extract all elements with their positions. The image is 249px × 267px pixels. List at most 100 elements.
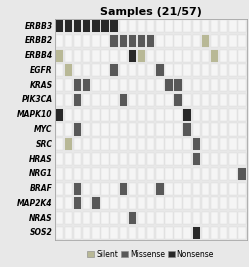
Bar bbox=[74, 35, 81, 47]
Bar bbox=[220, 109, 227, 121]
Bar bbox=[229, 183, 237, 195]
Bar bbox=[56, 109, 63, 121]
Bar bbox=[92, 138, 100, 150]
Text: NRAS: NRAS bbox=[29, 214, 53, 223]
Bar bbox=[138, 50, 145, 62]
Bar bbox=[120, 153, 127, 165]
Bar bbox=[56, 197, 63, 209]
Bar bbox=[101, 35, 109, 47]
Bar bbox=[147, 227, 154, 239]
Bar bbox=[101, 20, 109, 32]
Bar bbox=[101, 227, 109, 239]
Bar bbox=[74, 197, 81, 209]
Bar bbox=[92, 183, 100, 195]
Bar bbox=[110, 50, 118, 62]
Bar bbox=[229, 35, 237, 47]
Bar bbox=[101, 138, 109, 150]
Bar bbox=[120, 183, 127, 195]
Bar bbox=[156, 50, 164, 62]
Bar bbox=[120, 109, 127, 121]
Bar bbox=[238, 168, 246, 180]
Bar bbox=[238, 94, 246, 106]
Bar bbox=[202, 123, 209, 136]
Bar bbox=[138, 138, 145, 150]
Bar bbox=[165, 138, 173, 150]
Bar bbox=[220, 183, 227, 195]
Bar bbox=[83, 50, 90, 62]
Bar bbox=[83, 20, 90, 32]
Bar bbox=[83, 20, 90, 32]
Bar bbox=[92, 212, 100, 224]
Bar bbox=[120, 212, 127, 224]
Bar bbox=[211, 183, 218, 195]
Bar bbox=[165, 183, 173, 195]
Bar bbox=[184, 79, 191, 91]
Bar bbox=[192, 212, 200, 224]
Bar bbox=[220, 79, 227, 91]
Bar bbox=[120, 79, 127, 91]
Bar bbox=[129, 197, 136, 209]
Bar bbox=[211, 227, 218, 239]
Bar bbox=[138, 20, 145, 32]
Text: SRC: SRC bbox=[36, 140, 53, 149]
Bar bbox=[238, 153, 246, 165]
Bar bbox=[220, 123, 227, 136]
Bar bbox=[120, 183, 127, 195]
Bar bbox=[156, 35, 164, 47]
Bar bbox=[220, 138, 227, 150]
Bar bbox=[56, 64, 63, 76]
Bar bbox=[220, 50, 227, 62]
Bar bbox=[184, 109, 191, 121]
Bar bbox=[74, 212, 81, 224]
Bar bbox=[174, 20, 182, 32]
Bar bbox=[184, 94, 191, 106]
Bar bbox=[156, 227, 164, 239]
Bar bbox=[92, 50, 100, 62]
Bar bbox=[184, 153, 191, 165]
Bar bbox=[65, 123, 72, 136]
Bar bbox=[101, 153, 109, 165]
Bar bbox=[129, 94, 136, 106]
Bar bbox=[65, 168, 72, 180]
Bar bbox=[129, 35, 136, 47]
Bar bbox=[238, 138, 246, 150]
Bar bbox=[202, 109, 209, 121]
Bar bbox=[184, 123, 191, 136]
Bar bbox=[147, 153, 154, 165]
Bar bbox=[110, 35, 118, 47]
Bar bbox=[184, 168, 191, 180]
Bar bbox=[147, 197, 154, 209]
Text: HRAS: HRAS bbox=[29, 155, 53, 164]
Bar bbox=[101, 197, 109, 209]
Bar bbox=[83, 227, 90, 239]
Bar bbox=[174, 109, 182, 121]
Bar bbox=[74, 94, 81, 106]
Bar bbox=[56, 109, 63, 121]
Bar bbox=[211, 50, 218, 62]
Bar bbox=[101, 212, 109, 224]
Bar bbox=[74, 79, 81, 91]
Bar bbox=[65, 35, 72, 47]
Bar bbox=[92, 94, 100, 106]
Bar bbox=[211, 50, 218, 62]
Bar bbox=[65, 212, 72, 224]
Bar bbox=[110, 64, 118, 76]
Bar bbox=[229, 197, 237, 209]
Bar bbox=[120, 20, 127, 32]
Bar bbox=[138, 64, 145, 76]
Bar bbox=[74, 94, 81, 106]
Bar bbox=[83, 79, 90, 91]
Bar bbox=[165, 123, 173, 136]
Bar bbox=[192, 20, 200, 32]
Text: NRG1: NRG1 bbox=[29, 169, 53, 178]
Bar bbox=[174, 94, 182, 106]
Bar bbox=[211, 123, 218, 136]
Bar bbox=[92, 197, 100, 209]
Bar bbox=[129, 138, 136, 150]
Text: KRAS: KRAS bbox=[29, 81, 53, 90]
Bar bbox=[56, 168, 63, 180]
Bar bbox=[83, 197, 90, 209]
Bar bbox=[129, 50, 136, 62]
Bar bbox=[110, 212, 118, 224]
Bar bbox=[156, 183, 164, 195]
